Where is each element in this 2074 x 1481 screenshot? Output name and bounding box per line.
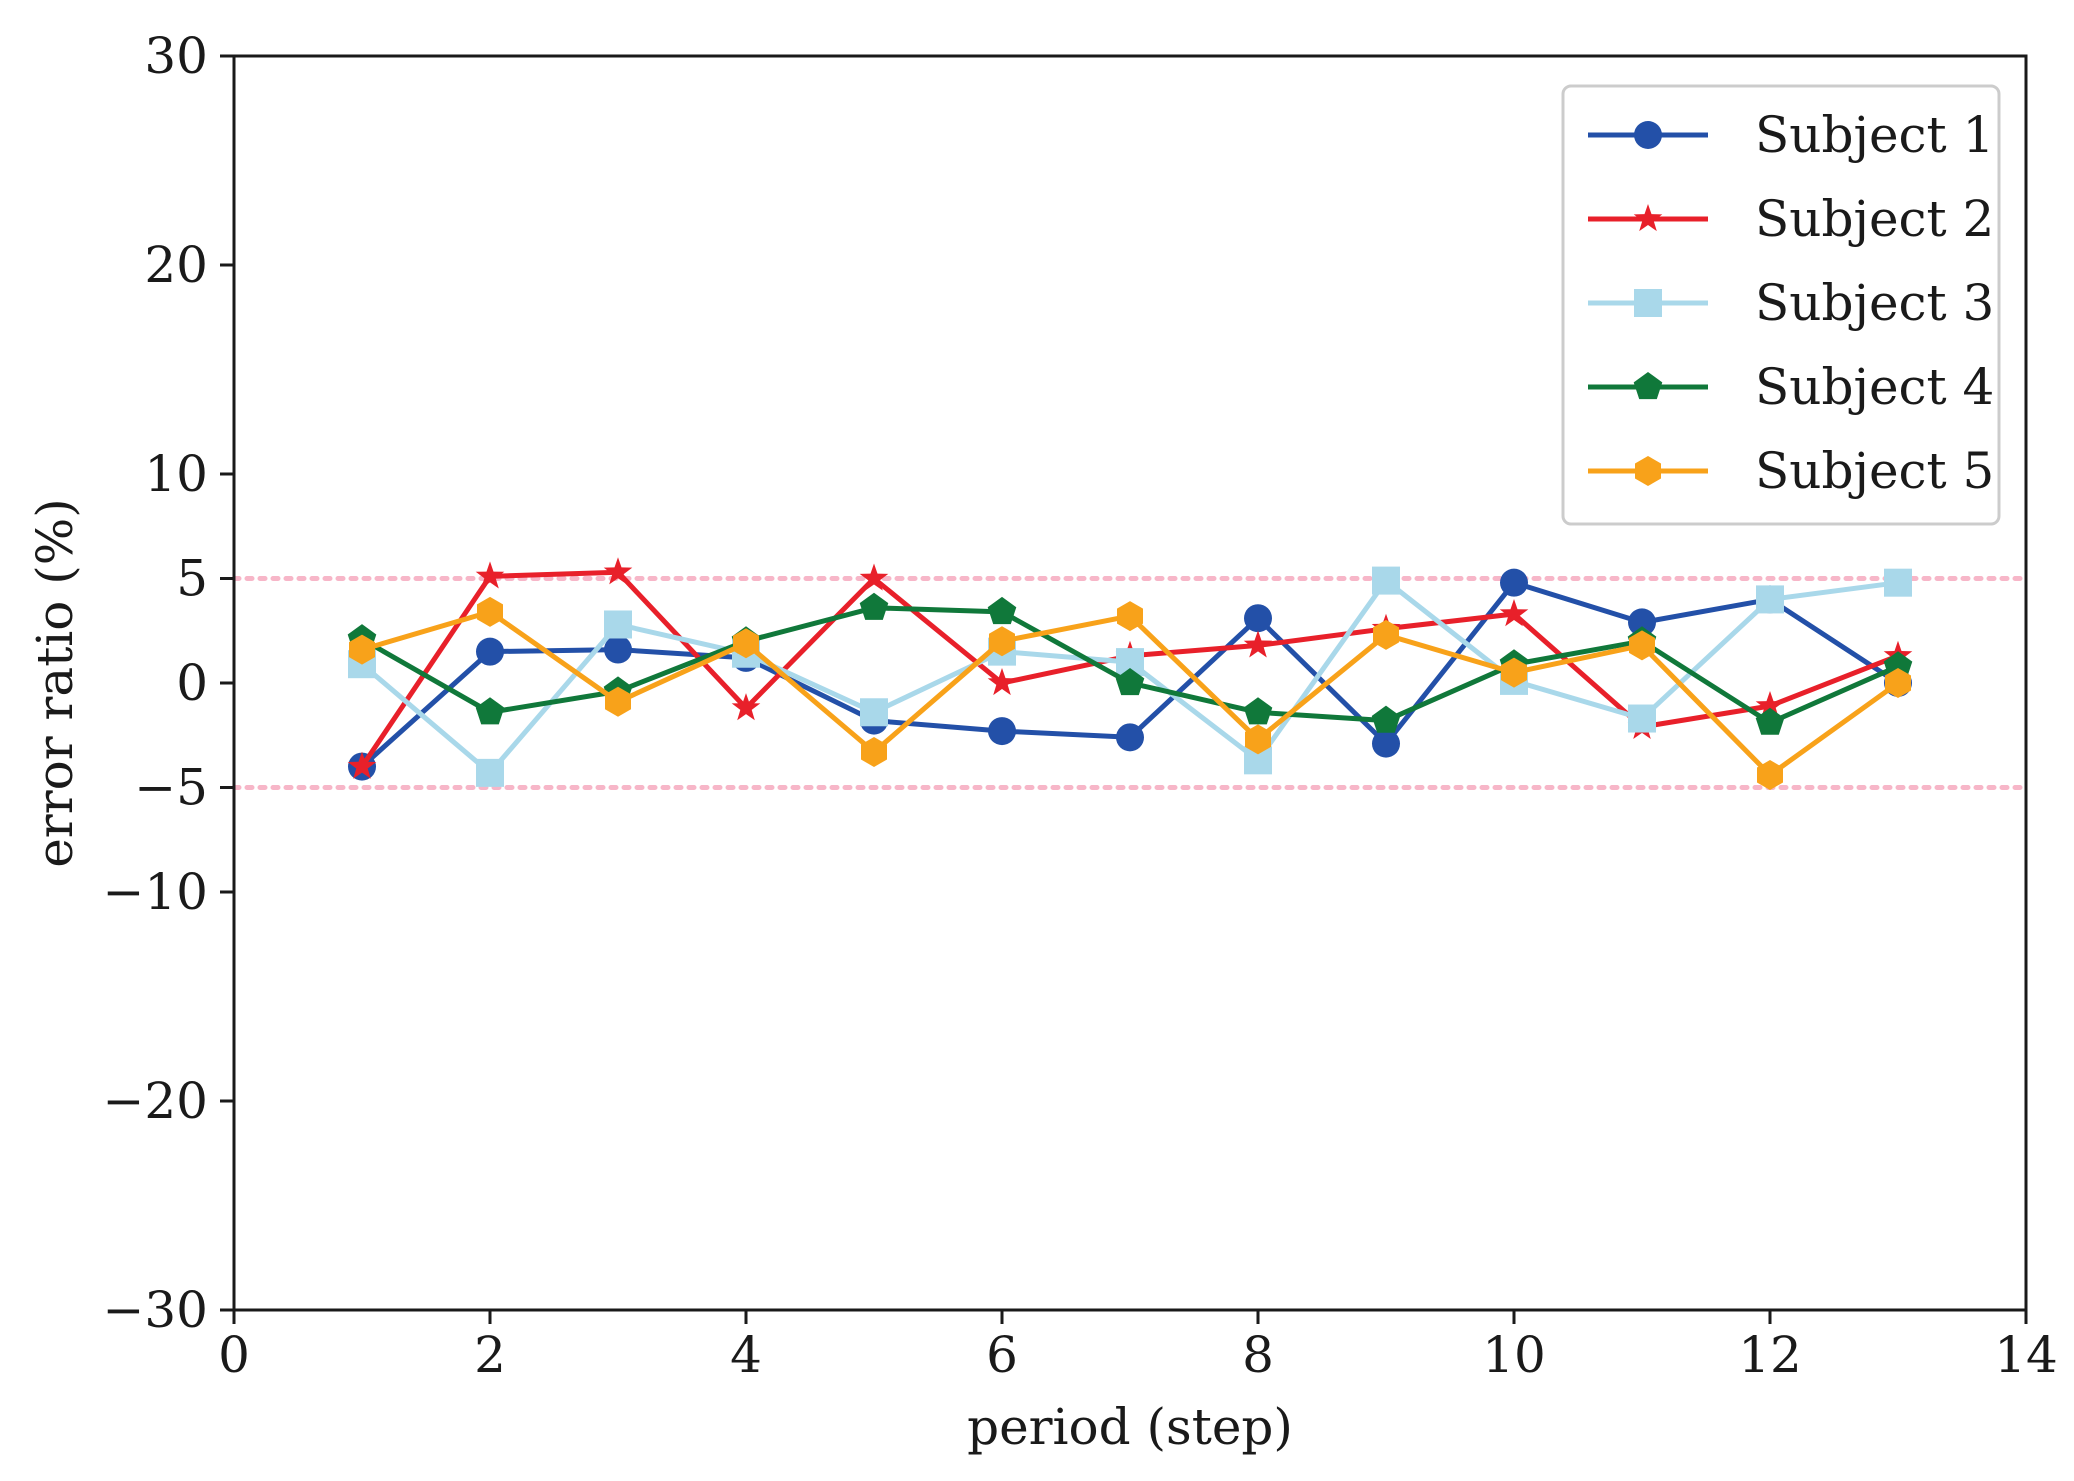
data-point: [349, 634, 375, 665]
x-tick-label: 2: [474, 1326, 506, 1384]
data-point: [477, 596, 503, 627]
data-point: [859, 563, 889, 591]
data-point: [1628, 608, 1656, 637]
x-tick-label: 14: [1994, 1326, 2058, 1384]
y-tick-label: 30: [144, 27, 208, 85]
data-point: [1243, 697, 1273, 725]
legend-label: Subject 5: [1755, 442, 1994, 500]
x-tick-label: 6: [986, 1326, 1018, 1384]
data-point: [987, 668, 1017, 696]
data-point: [1244, 604, 1272, 633]
data-point: [733, 628, 759, 659]
y-tick-label: 20: [144, 236, 208, 294]
data-point: [1500, 568, 1528, 597]
data-point: [1755, 707, 1785, 735]
y-tick-label: 0: [176, 654, 208, 712]
data-point: [1245, 724, 1271, 755]
series-layer: [347, 557, 1913, 790]
data-point: [1884, 568, 1912, 597]
data-point: [1372, 729, 1400, 758]
data-point: [1373, 619, 1399, 650]
data-point: [1755, 691, 1785, 719]
y-tick-label: 10: [144, 445, 208, 503]
data-point: [475, 561, 505, 589]
data-point: [1499, 599, 1529, 627]
legend-item: Subject 4: [1588, 358, 1994, 416]
data-point: [1116, 723, 1144, 752]
y-axis-label: error ratio (%): [26, 498, 84, 868]
y-tick-label: −5: [134, 759, 208, 817]
legend-label: Subject 2: [1755, 190, 1994, 248]
y-tick-label: −30: [102, 1281, 208, 1339]
data-point: [605, 686, 631, 717]
data-point: [1756, 585, 1784, 614]
legend-label: Subject 3: [1755, 274, 1994, 332]
data-point: [476, 637, 504, 666]
data-point: [988, 717, 1016, 746]
legend-label: Subject 1: [1755, 106, 1994, 164]
x-axis-label: period (step): [967, 1398, 1293, 1456]
x-tick-label: 10: [1482, 1326, 1546, 1384]
data-point: [1885, 668, 1911, 698]
data-point: [861, 737, 887, 767]
data-point: [476, 758, 504, 787]
data-point: [1629, 630, 1655, 661]
x-tick-label: 4: [730, 1326, 762, 1384]
legend-item: Subject 2: [1588, 190, 1994, 248]
series-5: [349, 596, 1911, 790]
legend-item: Subject 1: [1588, 106, 1994, 164]
data-point: [1501, 657, 1527, 688]
data-point: [1117, 601, 1143, 632]
legend-item: Subject 5: [1588, 442, 1994, 500]
legend-marker: [1634, 289, 1662, 317]
data-point: [1115, 668, 1145, 696]
legend-item: Subject 3: [1588, 274, 1994, 332]
data-point: [987, 596, 1017, 625]
data-point: [603, 557, 633, 585]
y-tick-label: 5: [176, 550, 208, 608]
data-point: [860, 698, 888, 727]
legend-marker: [1633, 204, 1663, 232]
data-point: [1372, 566, 1400, 595]
data-point: [731, 693, 761, 721]
y-tick-label: −20: [102, 1072, 208, 1130]
reference-lines: [231, 576, 2029, 790]
data-point: [1757, 760, 1783, 790]
x-tick-label: 8: [1242, 1326, 1274, 1384]
legend-label: Subject 4: [1755, 358, 1994, 416]
x-tick-label: 0: [218, 1326, 250, 1384]
legend-frame: [1561, 84, 2001, 526]
data-point: [859, 592, 889, 620]
data-point: [1371, 705, 1401, 733]
y-tick-label: −10: [102, 863, 208, 921]
legend: Subject 1 Subject 2 Subject 3 Subject 4 Subj…: [1561, 84, 2001, 526]
legend-marker: [1634, 121, 1662, 149]
data-point: [1883, 651, 1913, 679]
legend-marker: [1633, 372, 1663, 400]
data-point: [1628, 704, 1656, 733]
data-point: [475, 697, 505, 725]
x-axis: 0 2 4 6 8 10 12 14: [218, 1310, 2058, 1384]
data-point: [347, 751, 377, 779]
legend-marker: [1635, 456, 1661, 486]
x-tick-label: 12: [1738, 1326, 1802, 1384]
data-point: [989, 626, 1015, 657]
data-point: [604, 635, 632, 664]
y-axis: −30 −20 −10 −5 0 5 10 20 30: [102, 27, 234, 1339]
data-point: [604, 610, 632, 639]
data-point: [1243, 630, 1273, 658]
